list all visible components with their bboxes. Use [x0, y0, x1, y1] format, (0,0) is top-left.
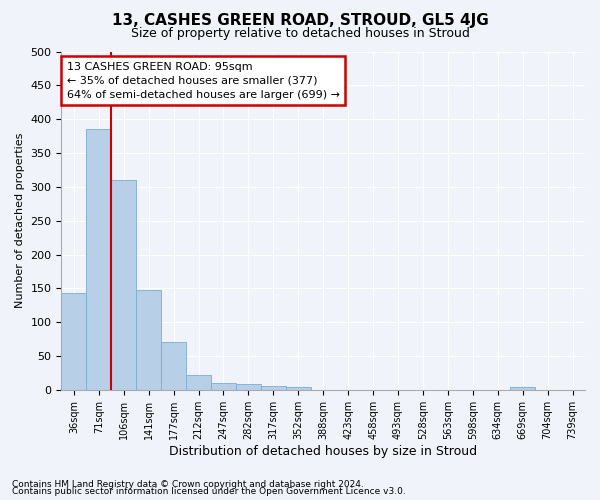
Bar [211, 383, 236, 390]
Text: Size of property relative to detached houses in Stroud: Size of property relative to detached ho… [131, 28, 469, 40]
Bar [186, 375, 211, 390]
Bar [86, 130, 111, 390]
Y-axis label: Number of detached properties: Number of detached properties [15, 133, 25, 308]
X-axis label: Distribution of detached houses by size in Stroud: Distribution of detached houses by size … [169, 444, 477, 458]
Text: 13 CASHES GREEN ROAD: 95sqm
← 35% of detached houses are smaller (377)
64% of se: 13 CASHES GREEN ROAD: 95sqm ← 35% of det… [67, 62, 340, 100]
Bar [136, 290, 161, 390]
Bar [510, 387, 535, 390]
Bar [161, 342, 186, 390]
Text: Contains public sector information licensed under the Open Government Licence v3: Contains public sector information licen… [12, 487, 406, 496]
Text: Contains HM Land Registry data © Crown copyright and database right 2024.: Contains HM Land Registry data © Crown c… [12, 480, 364, 489]
Bar [261, 386, 286, 390]
Bar [236, 384, 261, 390]
Bar [111, 180, 136, 390]
Text: 13, CASHES GREEN ROAD, STROUD, GL5 4JG: 13, CASHES GREEN ROAD, STROUD, GL5 4JG [112, 12, 488, 28]
Bar [286, 387, 311, 390]
Bar [61, 293, 86, 390]
